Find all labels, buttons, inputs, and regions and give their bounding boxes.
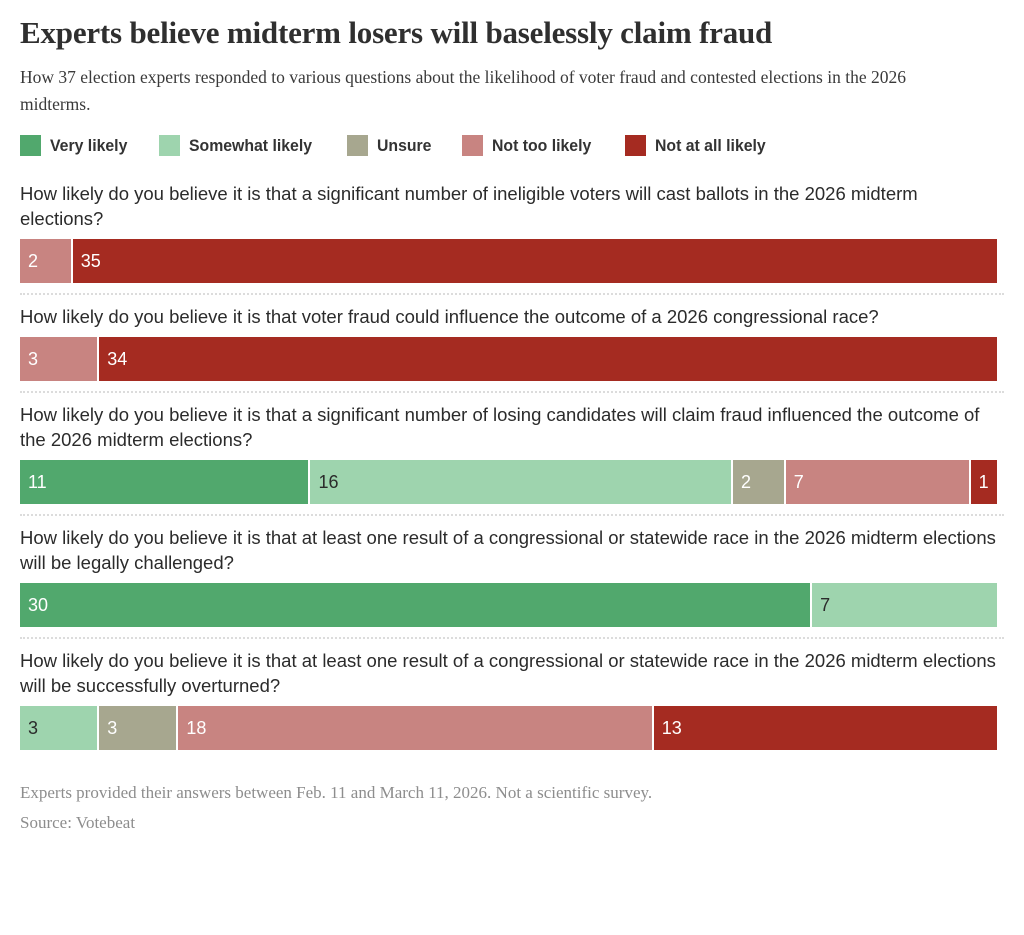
bar-segment-value: 18 — [186, 718, 207, 738]
bar-segment[interactable]: 7 — [785, 460, 971, 504]
bar-segment[interactable]: 3 — [20, 337, 100, 381]
legend-swatch-icon — [624, 135, 646, 156]
row-spacer — [20, 504, 1004, 514]
question-label: How likely do you believe it is that a s… — [20, 404, 980, 450]
bar-segment[interactable]: 2 — [20, 239, 73, 283]
bar-segment-value: 3 — [28, 349, 39, 369]
row-divider — [20, 391, 1004, 393]
legend-item-label: Very likely — [50, 136, 128, 155]
bar-segment[interactable]: 16 — [310, 460, 733, 504]
bar-segment[interactable]: 18 — [178, 706, 654, 750]
question-label: How likely do you believe it is that at … — [20, 650, 996, 696]
footnote: Experts provided their answers between F… — [20, 783, 653, 802]
bar-segment-value: 3 — [28, 718, 39, 738]
bar-segment-value: 13 — [661, 718, 682, 738]
bar-segment-value: 3 — [107, 718, 118, 738]
bar-segment-value: 7 — [820, 595, 831, 615]
row-divider — [20, 514, 1004, 516]
row-spacer — [20, 750, 1004, 760]
bar-segment[interactable]: 11 — [20, 460, 311, 504]
bar-segment-value: 7 — [793, 472, 804, 492]
stacked-bar: 30 7 — [20, 583, 997, 627]
row-spacer — [20, 283, 1004, 293]
bar-segment[interactable]: 13 — [653, 706, 997, 750]
legend-item[interactable]: Very likely — [20, 135, 133, 156]
row-divider — [20, 293, 1004, 295]
bar-segment[interactable]: 7 — [812, 583, 997, 627]
legend-item[interactable]: Unsure — [347, 135, 436, 156]
page-subtitle: How 37 election experts responded to var… — [20, 67, 906, 114]
bar-segment[interactable]: 2 — [732, 460, 786, 504]
bar-segment-value: 34 — [107, 349, 128, 369]
chart-rows: How likely do you believe it is that a s… — [20, 172, 1004, 760]
infographic-root: Experts believe midterm losers will base… — [0, 14, 1024, 838]
chart-footer: Experts provided their answers between F… — [20, 778, 1004, 838]
legend-item[interactable]: Not at all likely — [624, 135, 774, 156]
legend-swatch-icon — [347, 135, 369, 156]
question-label: How likely do you believe it is that vot… — [20, 306, 879, 327]
question-label: How likely do you believe it is that a s… — [20, 183, 918, 229]
page-title: Experts believe midterm losers will base… — [20, 15, 773, 50]
legend-item-label: Unsure — [377, 136, 432, 155]
stacked-bar: 3 3 18 13 — [20, 706, 997, 750]
bar-segment-value: 2 — [740, 472, 751, 492]
bar-segment[interactable]: 3 — [99, 706, 179, 750]
legend-item[interactable]: Somewhat likely — [159, 135, 321, 156]
legend-item-label: Somewhat likely — [189, 136, 313, 155]
chart-row: How likely do you believe it is that a s… — [20, 172, 1004, 293]
legend-item[interactable]: Not too likely — [462, 135, 599, 156]
bar-segment-value: 11 — [28, 472, 47, 492]
legend-item-label: Not too likely — [492, 136, 592, 155]
row-divider — [20, 637, 1004, 639]
bar-segment-value: 1 — [978, 472, 989, 492]
bar-segment[interactable]: 3 — [20, 706, 100, 750]
stacked-bar: 3 34 — [20, 337, 997, 381]
stacked-bar: 2 35 — [20, 239, 997, 283]
bar-segment[interactable]: 34 — [99, 337, 997, 381]
legend-swatch-icon — [20, 135, 41, 156]
question-label: How likely do you believe it is that at … — [20, 527, 996, 573]
legend-swatch-icon — [159, 135, 181, 156]
bar-segment[interactable]: 35 — [72, 239, 997, 283]
bar-segment-value: 30 — [28, 595, 49, 615]
bar-segment-value: 2 — [28, 251, 39, 271]
legend-swatch-icon — [462, 135, 484, 156]
bar-segment-value: 16 — [318, 472, 339, 492]
row-spacer — [20, 627, 1004, 637]
stacked-bar: 11 16 2 7 1 — [20, 460, 997, 504]
bar-segment-value: 35 — [80, 251, 101, 271]
chart-row: How likely do you believe it is that vot… — [20, 293, 1004, 391]
source-credit: Source: Votebeat — [20, 813, 136, 832]
chart-legend: Very likely Somewhat likely Unsure Not too … — [20, 135, 1004, 156]
chart-row: How likely do you believe it is that a s… — [20, 391, 1004, 514]
bar-segment[interactable]: 30 — [20, 583, 813, 627]
bar-segment[interactable]: 1 — [970, 460, 997, 504]
chart-row: How likely do you believe it is that at … — [20, 637, 1004, 760]
legend-item-label: Not at all likely — [654, 136, 766, 155]
row-spacer — [20, 381, 1004, 391]
chart-row: How likely do you believe it is that at … — [20, 514, 1004, 637]
